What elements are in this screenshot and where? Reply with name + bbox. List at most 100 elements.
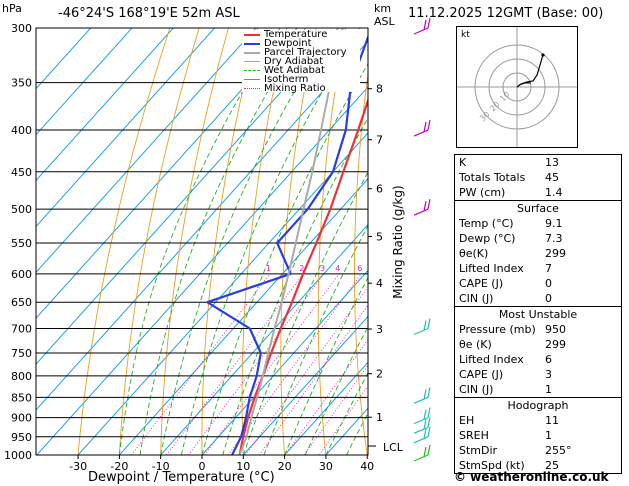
index-value: 9.1 <box>545 217 563 230</box>
index-row: EH 11 <box>455 413 621 428</box>
index-value: 25 <box>545 459 559 472</box>
wind-barb-flag <box>427 17 431 29</box>
index-value: 13 <box>545 156 559 169</box>
hodo-ring-label-20: 20 <box>488 100 502 114</box>
km-tick-label: 3 <box>376 323 383 336</box>
index-value: 0 <box>545 292 552 305</box>
index-label: θe(K) <box>459 247 489 260</box>
index-value: 255° <box>545 444 572 457</box>
index-row: StmSpd (kt) 25 <box>455 458 621 473</box>
wind-barb-flag <box>427 426 431 437</box>
isotherm-line <box>36 86 368 455</box>
wind-barb-flag <box>427 318 431 329</box>
index-row: CAPE (J) 3 <box>455 367 621 382</box>
x-axis-title: Dewpoint / Temperature (°C) <box>88 470 275 485</box>
legend-mixing-line <box>244 88 260 89</box>
index-value: 1.4 <box>545 186 563 199</box>
index-value: 950 <box>545 323 566 336</box>
mixing-ratio-label: 1 <box>266 264 271 273</box>
index-label: CAPE (J) <box>459 277 504 290</box>
asl-label: ASL <box>374 15 395 28</box>
index-row: K 13 <box>455 155 621 170</box>
index-row: θe(K) 299 <box>455 246 621 261</box>
km-label: km <box>374 2 392 15</box>
index-row: CAPE (J) 0 <box>455 276 621 291</box>
pressure-tick-label: 550 <box>11 237 32 250</box>
wind-barb-flag <box>423 428 427 439</box>
pressure-tick-label: 600 <box>11 268 32 281</box>
index-value: 6 <box>545 353 552 366</box>
wind-barbs <box>413 17 431 462</box>
wind-barb-flag <box>427 444 431 456</box>
wind-barb-flag <box>423 419 427 430</box>
index-label: θe (K) <box>459 338 492 351</box>
wind-barb-shaft <box>413 426 429 434</box>
legend-dewpoint: Dewpoint <box>264 38 312 49</box>
km-tick-label: 8 <box>376 83 383 96</box>
isotherm-line <box>36 28 133 136</box>
index-row: Dewp (°C) 7.3 <box>455 231 621 246</box>
index-label: Lifted Index <box>459 262 524 275</box>
wind-barb-flag <box>423 121 427 133</box>
legend-mixing-ratio: Mixing Ratio <box>264 83 326 94</box>
hodo-ring-label-10: 10 <box>498 90 512 104</box>
legend-wet-adiabat: Wet Adiabat <box>264 65 325 76</box>
index-row: StmDir 255° <box>455 443 621 458</box>
isotherm-line <box>36 28 257 274</box>
index-row: Temp (°C) 9.1 <box>455 216 621 231</box>
isotherm-line <box>36 28 215 228</box>
legend-temperature: Temperature <box>264 29 328 40</box>
wet-adiabat-line <box>304 325 368 455</box>
wind-barb-shaft <box>413 27 429 35</box>
isotherm-line <box>36 40 368 411</box>
wind-barb-flag <box>427 417 431 428</box>
index-value: 7.3 <box>545 232 563 245</box>
mixing-ratio-label: 8 <box>374 264 379 273</box>
legend-box <box>242 30 360 92</box>
index-label: StmDir <box>459 444 498 457</box>
copyright[interactable]: © weatheronline.co.uk <box>454 470 609 484</box>
x-tick-label: -20 <box>110 460 128 473</box>
location-title: -46°24'S 168°19'E 52m ASL <box>58 6 240 21</box>
pressure-tick-label: 850 <box>11 391 32 404</box>
index-row: CIN (J) 1 <box>455 382 621 397</box>
parcel-trajectory-line <box>238 28 344 455</box>
pressure-tick-label: 750 <box>11 347 32 360</box>
mixing-ratio-label: 25 <box>443 264 453 273</box>
legend-dry-adiabat-line <box>244 61 260 62</box>
wind-barb-flag <box>427 119 431 131</box>
index-label: CAPE (J) <box>459 368 504 381</box>
legend-isotherm-line <box>244 79 260 80</box>
index-label: K <box>459 156 467 169</box>
index-value: 3 <box>545 368 552 381</box>
hodo-unit-label: kt <box>461 30 470 40</box>
indices-table: K 13 Totals Totals 45 PW (cm) 1.4 Surface T… <box>454 154 622 474</box>
legend-dry-adiabat: Dry Adiabat <box>264 56 324 67</box>
x-tick-label: 20 <box>278 460 292 473</box>
isotherm-line <box>242 315 368 455</box>
index-label: StmSpd (kt) <box>459 459 525 472</box>
index-value: 1 <box>545 429 552 442</box>
legend-parcel-line <box>244 52 260 54</box>
legend-temperature-line <box>244 34 260 36</box>
pressure-tick-label: 950 <box>11 431 32 444</box>
x-tick-label: -10 <box>152 460 170 473</box>
mixing-ratio-line <box>303 364 368 455</box>
temperature-line <box>238 97 368 455</box>
km-tick-label: 2 <box>376 368 383 381</box>
km-tick-label: 7 <box>376 134 383 147</box>
index-value: 45 <box>545 171 559 184</box>
index-label: SREH <box>459 429 489 442</box>
lcl-label: LCL <box>383 441 403 454</box>
indices-surface: Surface Temp (°C) 9.1 Dewp (°C) 7.3 θe(K) 2… <box>454 200 622 307</box>
hodo-trace-low <box>518 82 531 86</box>
index-label: EH <box>459 414 475 427</box>
km-tick-label: 6 <box>376 183 383 196</box>
legend-dewpoint-line <box>244 43 260 45</box>
mixing-ratio-label: 3 <box>320 264 325 273</box>
wind-barb <box>413 199 431 216</box>
pressure-tick-label: 450 <box>11 166 32 179</box>
mixing-ratio-line <box>318 385 368 455</box>
pressure-tick-label: 350 <box>11 77 32 90</box>
wind-barb-shaft <box>413 327 429 336</box>
